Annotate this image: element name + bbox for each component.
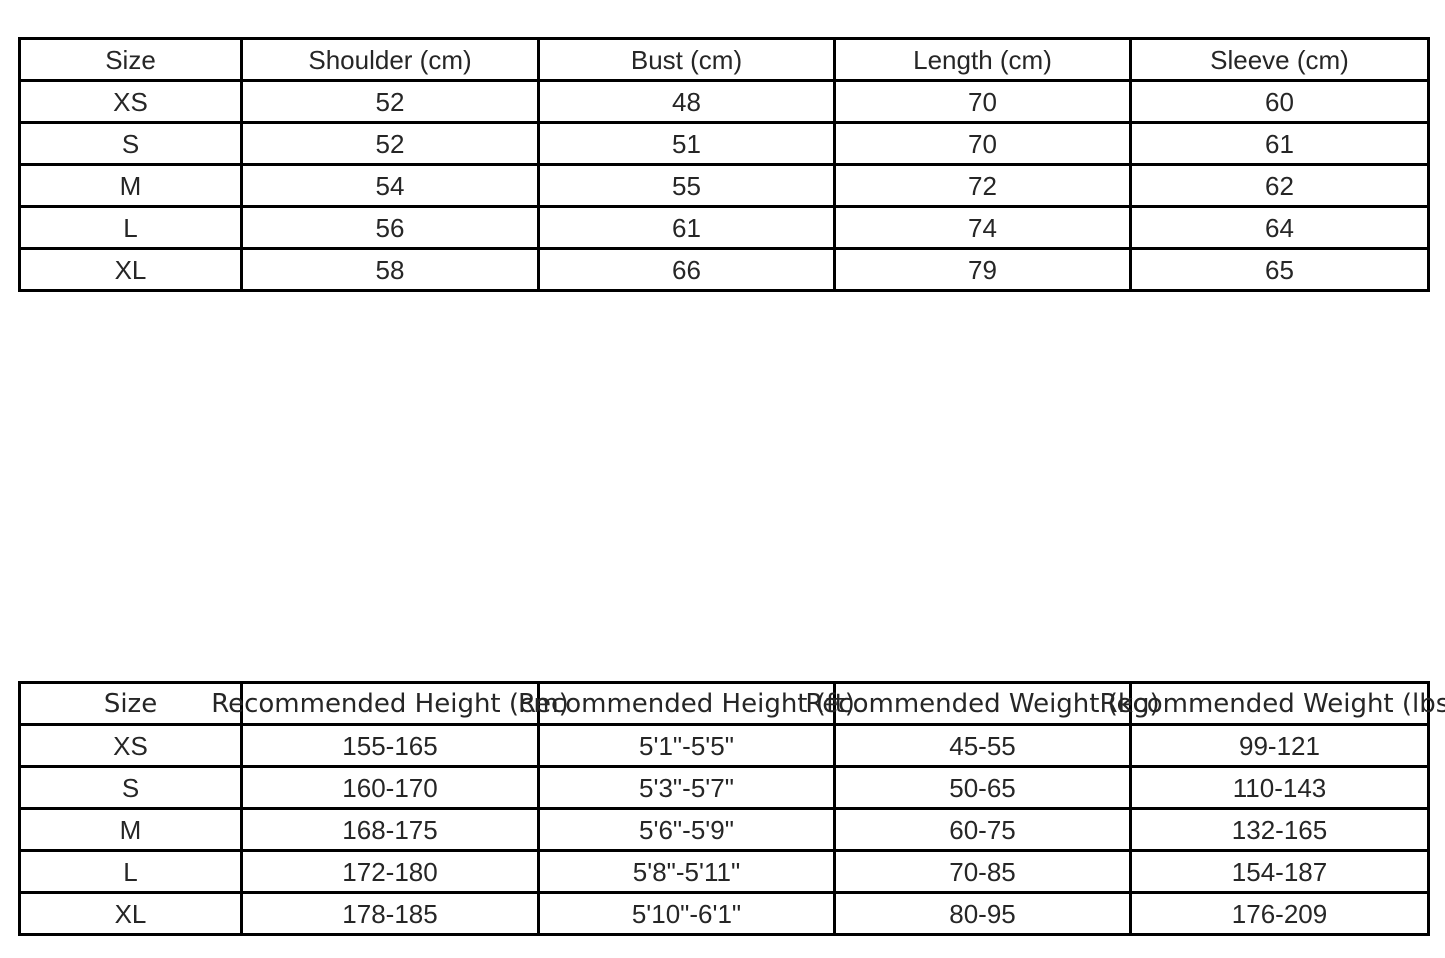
- table-cell: 60-75: [833, 807, 1132, 852]
- table-cell: 61: [537, 205, 836, 250]
- size-cell: XS: [18, 723, 243, 768]
- table-cell: 5'8"-5'11": [537, 849, 836, 894]
- header-recommended-height-cm-label: Recommended Height (cm): [211, 688, 569, 719]
- size-recommendations-table: Size Recommended Height (cm) Recommended…: [18, 681, 1445, 936]
- size-cell: L: [18, 205, 243, 250]
- header-length-cm: Length (cm): [833, 37, 1132, 82]
- table-cell: 70-85: [833, 849, 1132, 894]
- size-cell: M: [18, 807, 243, 852]
- header-recommended-weight-lbs-label: Recommended Weight (lbs): [1099, 688, 1445, 719]
- table-cell: 5'3"-5'7": [537, 765, 836, 810]
- header-row: Size Recommended Height (cm) Recommended…: [18, 681, 1445, 726]
- table-cell: 45-55: [833, 723, 1132, 768]
- table-cell: 154-187: [1129, 849, 1430, 894]
- size-cell: XS: [18, 79, 243, 124]
- header-recommended-height-ft-label: Recommended Height (ft): [518, 688, 855, 719]
- table-cell: 70: [833, 79, 1132, 124]
- table-row-m: M 54 55 72 62: [18, 163, 1430, 208]
- table-cell: 48: [537, 79, 836, 124]
- table-cell: 55: [537, 163, 836, 208]
- header-size-label: Size: [103, 688, 158, 719]
- header-row: Size Shoulder (cm) Bust (cm) Length (cm)…: [18, 37, 1430, 82]
- table-cell: 80-95: [833, 891, 1132, 936]
- table-cell: 172-180: [240, 849, 540, 894]
- table-cell: 58: [240, 247, 540, 292]
- table-row-l: L 172-180 5'8"-5'11" 70-85 154-187: [18, 849, 1430, 894]
- table-cell: 70: [833, 121, 1132, 166]
- table-row-m: M 168-175 5'6"-5'9" 60-75 132-165: [18, 807, 1430, 852]
- header-recommended-weight-lbs: Recommended Weight (lbs): [1100, 681, 1445, 726]
- table-cell: 155-165: [240, 723, 540, 768]
- table-row-xs: XS 52 48 70 60: [18, 79, 1430, 124]
- header-sleeve-cm: Sleeve (cm): [1129, 37, 1430, 82]
- table-cell: 132-165: [1129, 807, 1430, 852]
- table-cell: 51: [537, 121, 836, 166]
- table-row-l: L 56 61 74 64: [18, 205, 1430, 250]
- header-recommended-weight-kg-label: Recommended Weight (kg): [805, 688, 1160, 719]
- table-cell: 178-185: [240, 891, 540, 936]
- header-size: Size: [18, 37, 243, 82]
- header-recommended-height-ft: Recommended Height (ft): [518, 681, 855, 726]
- table-row-s: S 160-170 5'3"-5'7" 50-65 110-143: [18, 765, 1430, 810]
- header-recommended-height-cm: Recommended Height (cm): [211, 681, 569, 726]
- garment-measurements-table-grid: Size Shoulder (cm) Bust (cm) Length (cm)…: [18, 37, 1430, 292]
- table-cell: 160-170: [240, 765, 540, 810]
- table-cell: 5'1"-5'5": [537, 723, 836, 768]
- garment-measurements-table: Size Shoulder (cm) Bust (cm) Length (cm)…: [18, 37, 1430, 292]
- table-cell: 52: [240, 79, 540, 124]
- table-cell: 176-209: [1129, 891, 1430, 936]
- size-recommendations-table-grid: Size Recommended Height (cm) Recommended…: [18, 681, 1445, 936]
- table-row-s: S 52 51 70 61: [18, 121, 1430, 166]
- table-cell: 50-65: [833, 765, 1132, 810]
- header-recommended-weight-kg: Recommended Weight (kg): [805, 681, 1160, 726]
- table-cell: 110-143: [1129, 765, 1430, 810]
- table-cell: 79: [833, 247, 1132, 292]
- table-row-xl: XL 178-185 5'10"-6'1" 80-95 176-209: [18, 891, 1430, 936]
- table-row-xl: XL 58 66 79 65: [18, 247, 1430, 292]
- size-cell: XL: [18, 247, 243, 292]
- size-cell: S: [18, 765, 243, 810]
- size-cell: S: [18, 121, 243, 166]
- table-cell: 168-175: [240, 807, 540, 852]
- table-cell: 72: [833, 163, 1132, 208]
- table-cell: 64: [1129, 205, 1430, 250]
- table-cell: 74: [833, 205, 1132, 250]
- header-bust-cm: Bust (cm): [537, 37, 836, 82]
- table-cell: 5'6"-5'9": [537, 807, 836, 852]
- header-shoulder-cm: Shoulder (cm): [240, 37, 540, 82]
- table-cell: 60: [1129, 79, 1430, 124]
- table-cell: 54: [240, 163, 540, 208]
- table-cell: 66: [537, 247, 836, 292]
- table-cell: 56: [240, 205, 540, 250]
- table-row-xs: XS 155-165 5'1"-5'5" 45-55 99-121: [18, 723, 1430, 768]
- table-cell: 65: [1129, 247, 1430, 292]
- header-size: Size: [18, 681, 243, 726]
- size-cell: XL: [18, 891, 243, 936]
- size-cell: M: [18, 163, 243, 208]
- table-cell: 52: [240, 121, 540, 166]
- table-cell: 62: [1129, 163, 1430, 208]
- table-cell: 5'10"-6'1": [537, 891, 836, 936]
- table-cell: 99-121: [1129, 723, 1430, 768]
- table-cell: 61: [1129, 121, 1430, 166]
- size-cell: L: [18, 849, 243, 894]
